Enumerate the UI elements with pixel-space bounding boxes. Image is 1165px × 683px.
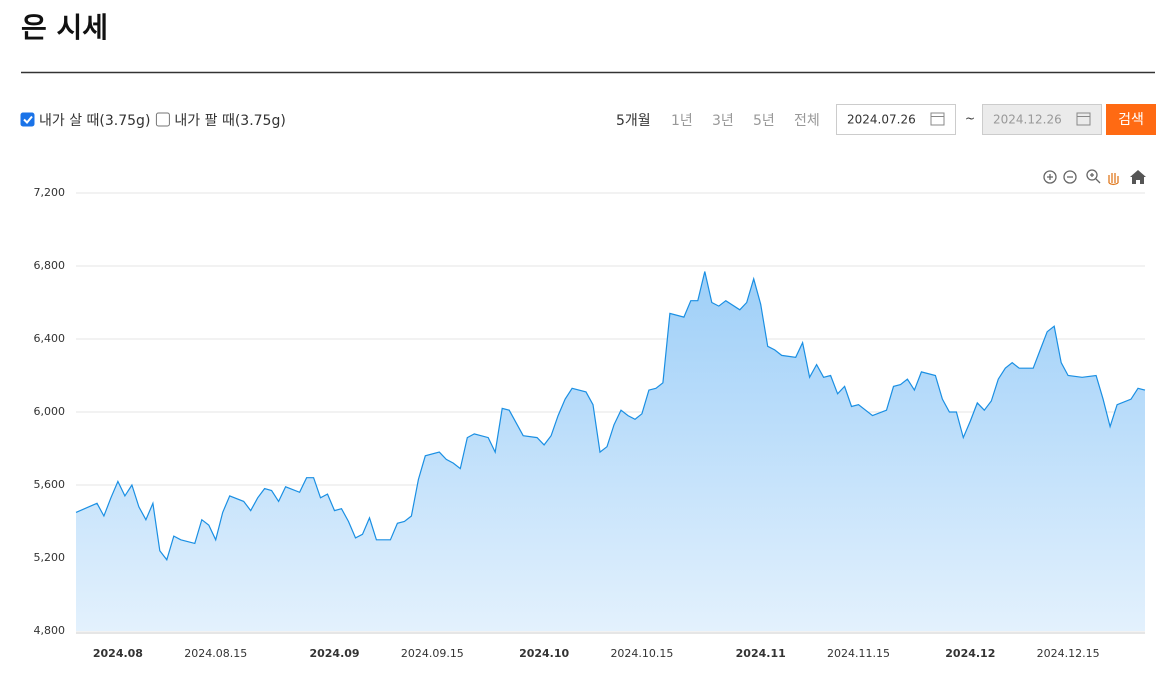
x-tick-label: 2024.12.15 bbox=[1037, 647, 1100, 660]
pan-icon[interactable] bbox=[1108, 173, 1119, 186]
x-tick-label: 2024.09.15 bbox=[401, 647, 464, 660]
y-tick-label: 4,800 bbox=[34, 624, 66, 637]
x-tick-label: 2024.08.15 bbox=[184, 647, 247, 660]
price-area bbox=[76, 271, 1145, 631]
x-tick-label: 2024.12 bbox=[945, 647, 995, 660]
period-button[interactable]: 5년 bbox=[753, 113, 775, 129]
search-button-label[interactable]: 검색 bbox=[1118, 112, 1144, 128]
period-button[interactable]: 전체 bbox=[794, 113, 820, 129]
date-separator: ~ bbox=[965, 112, 975, 126]
y-tick-label: 5,600 bbox=[34, 478, 66, 491]
date-from-value: 2024.07.26 bbox=[847, 113, 916, 127]
date-to-value: 2024.12.26 bbox=[993, 113, 1062, 127]
y-tick-label: 6,400 bbox=[34, 332, 66, 345]
y-tick-label: 6,800 bbox=[34, 259, 66, 272]
reset-icon[interactable] bbox=[1130, 170, 1146, 184]
checkbox[interactable] bbox=[20, 112, 35, 127]
toolbar bbox=[1043, 169, 1146, 186]
filter-label[interactable]: 내가 살 때(3.75g) bbox=[39, 113, 150, 129]
y-tick-label: 6,000 bbox=[34, 405, 66, 418]
calendar-icon bbox=[1076, 112, 1091, 126]
x-tick-label: 2024.08 bbox=[93, 647, 143, 660]
x-tick-label: 2024.10.15 bbox=[610, 647, 673, 660]
y-tick-label: 7,200 bbox=[34, 186, 66, 199]
zoom-in-icon[interactable] bbox=[1043, 170, 1057, 184]
x-tick-label: 2024.11 bbox=[736, 647, 786, 660]
check-mark bbox=[23, 115, 33, 124]
zoom-select-icon[interactable] bbox=[1086, 169, 1101, 184]
calendar-icon bbox=[930, 112, 945, 126]
x-tick-label: 2024.11.15 bbox=[827, 647, 890, 660]
date-to-input[interactable] bbox=[982, 104, 1102, 135]
filter-label[interactable]: 내가 팔 때(3.75g) bbox=[174, 113, 285, 129]
period-button[interactable]: 3년 bbox=[712, 113, 734, 129]
x-tick-label: 2024.10 bbox=[519, 647, 569, 660]
x-tick-label: 2024.09 bbox=[309, 647, 359, 660]
zoom-out-icon[interactable] bbox=[1063, 170, 1077, 184]
price-line bbox=[75, 271, 1146, 562]
date-from-input[interactable] bbox=[836, 104, 956, 135]
page-title: 은 시세 bbox=[21, 11, 108, 44]
checkbox[interactable] bbox=[155, 112, 170, 127]
search-button[interactable] bbox=[1106, 104, 1156, 135]
period-button[interactable]: 1년 bbox=[671, 113, 693, 129]
period-button[interactable]: 5개월 bbox=[616, 113, 651, 129]
y-tick-label: 5,200 bbox=[34, 551, 66, 564]
